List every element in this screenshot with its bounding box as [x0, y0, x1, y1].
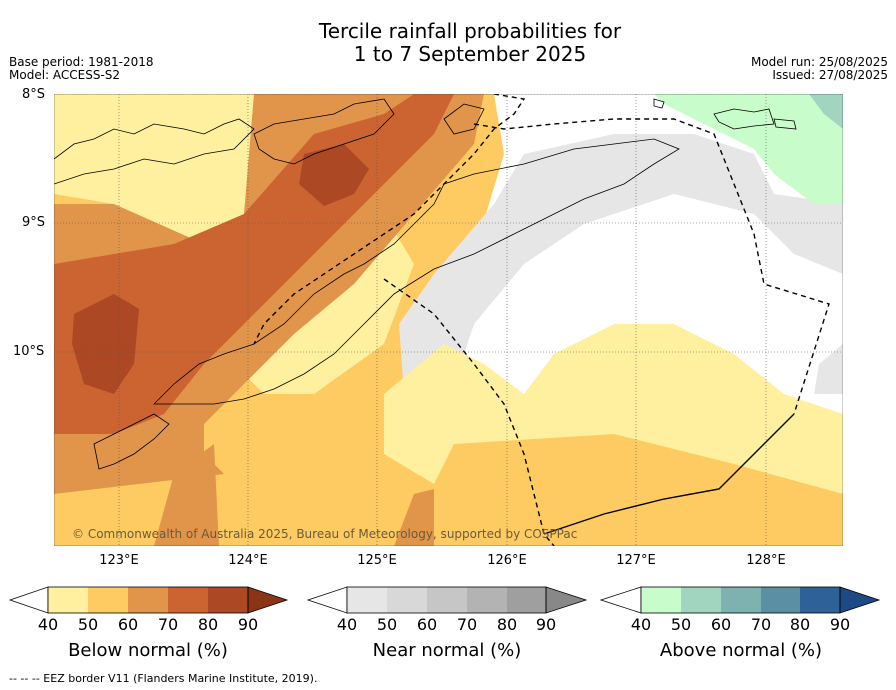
- lat-label-10s: 10°S: [13, 344, 45, 359]
- above-swatch: [641, 587, 681, 613]
- meta-right: Model run: 25/08/2025 Issued: 27/08/2025: [751, 56, 888, 82]
- near-legend-label: Near normal (%): [372, 640, 522, 661]
- near-tick: 50: [376, 615, 398, 634]
- issued-date: Issued: 27/08/2025: [772, 68, 888, 82]
- graticule: [54, 94, 843, 546]
- near-swatch: [347, 587, 387, 613]
- above-swatch: [681, 587, 721, 613]
- legend-near: [306, 586, 588, 614]
- lat-label-8s: 8°S: [22, 87, 46, 102]
- lon-label-126e: 126°E: [487, 553, 527, 568]
- lon-label-125e: 125°E: [357, 553, 397, 568]
- base-period: Base period: 1981-2018: [9, 55, 154, 69]
- below-tick: 60: [117, 615, 139, 634]
- above-over-arrow: [839, 586, 881, 614]
- above-40-region: [654, 94, 843, 204]
- above-legend-label: Above normal (%): [659, 640, 823, 661]
- eez-border-south: [383, 278, 555, 546]
- below-tick: 90: [237, 615, 259, 634]
- above-swatch: [761, 587, 800, 613]
- below-80-region-west: [72, 294, 139, 394]
- below-tick: 70: [157, 615, 179, 634]
- lon-label-127e: 127°E: [616, 553, 656, 568]
- near-tick: 70: [456, 615, 478, 634]
- model-run: Model run: 25/08/2025: [750, 55, 888, 69]
- map-title: Tercile rainfall probabilities for 1 to …: [0, 20, 896, 66]
- below-swatch: [48, 587, 88, 613]
- rainfall-map: [54, 94, 843, 546]
- below-swatch: [208, 587, 248, 613]
- below-50-southeast: [434, 434, 843, 546]
- eez-border-west: [253, 94, 526, 345]
- legend-above: [599, 586, 881, 614]
- near-tick: 90: [535, 615, 557, 634]
- near-tick: 40: [336, 615, 358, 634]
- title-line-1: Tercile rainfall probabilities for: [318, 19, 622, 43]
- below-over-arrow: [247, 586, 289, 614]
- above-under-arrow: [599, 586, 642, 614]
- below-60-south: [154, 444, 219, 546]
- legend-below: [8, 586, 289, 614]
- below-tick: 80: [197, 615, 219, 634]
- near-swatch: [387, 587, 427, 613]
- above-tick: 60: [710, 615, 732, 634]
- coastlines: [54, 98, 797, 470]
- near-under-arrow: [306, 586, 348, 614]
- model-name: Model: ACCESS-S2: [9, 68, 121, 82]
- lon-label-123e: 123°E: [99, 553, 139, 568]
- below-legend-label: Below normal (%): [68, 640, 228, 661]
- above-tick: 70: [750, 615, 772, 634]
- above-tick: 90: [829, 615, 851, 634]
- near-40-east: [814, 344, 843, 394]
- above-tick: 40: [630, 615, 652, 634]
- below-tick: 40: [37, 615, 59, 634]
- below-tick: 50: [77, 615, 99, 634]
- above-tick: 50: [670, 615, 692, 634]
- title-line-2: 1 to 7 September 2025: [353, 42, 587, 66]
- near-swatch: [427, 587, 467, 613]
- copyright-notice: © Commonwealth of Australia 2025, Bureau…: [72, 527, 578, 541]
- above-tick: 80: [789, 615, 811, 634]
- eez-border-solid: [543, 413, 795, 535]
- near-tick: 80: [496, 615, 518, 634]
- above-swatch: [800, 587, 840, 613]
- meta-left: Base period: 1981-2018 Model: ACCESS-S2: [9, 56, 154, 82]
- lon-label-128e: 128°E: [746, 553, 786, 568]
- below-swatch: [128, 587, 168, 613]
- near-40-region: [399, 134, 843, 394]
- below-80-region-north: [299, 144, 369, 206]
- below-under-arrow: [8, 586, 49, 614]
- below-swatch: [168, 587, 208, 613]
- near-tick: 60: [416, 615, 438, 634]
- lon-label-124e: 124°E: [228, 553, 268, 568]
- above-50-region: [809, 94, 843, 129]
- above-swatch: [721, 587, 761, 613]
- legend-colorbars: [8, 586, 881, 614]
- below-swatch: [88, 587, 128, 613]
- near-over-arrow: [545, 586, 588, 614]
- eez-border-east: [473, 118, 830, 415]
- near-swatch: [467, 587, 507, 613]
- near-swatch: [507, 587, 546, 613]
- lat-label-9s: 9°S: [22, 215, 46, 230]
- eez-footnote: -- -- -- EEZ border V11 (Flanders Marine…: [9, 672, 318, 685]
